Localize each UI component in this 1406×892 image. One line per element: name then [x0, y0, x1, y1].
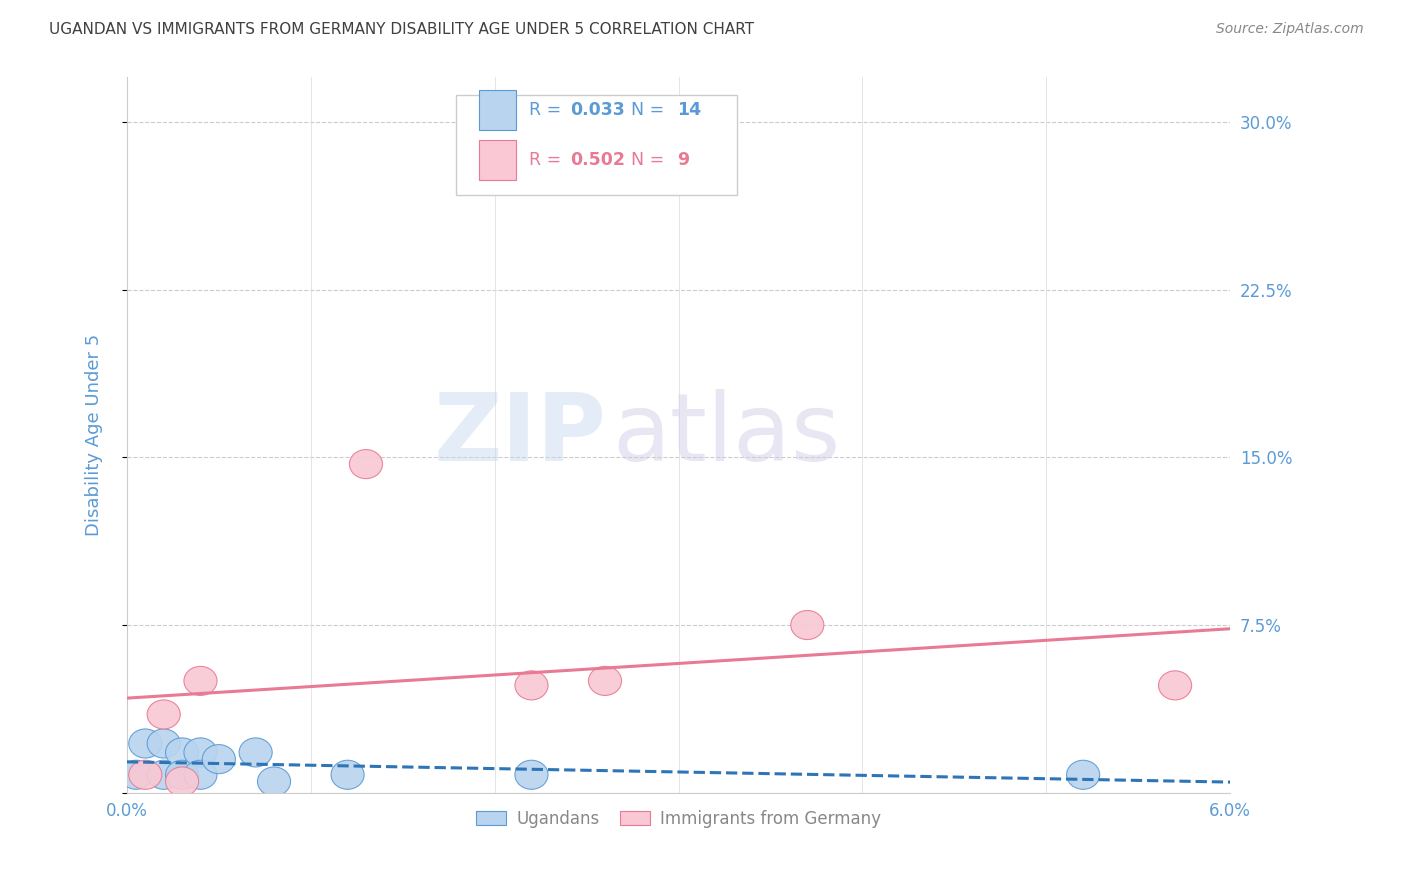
Text: 0.502: 0.502	[571, 151, 626, 169]
Ellipse shape	[184, 760, 217, 789]
Text: ZIP: ZIP	[434, 389, 607, 481]
Ellipse shape	[515, 671, 548, 700]
Y-axis label: Disability Age Under 5: Disability Age Under 5	[86, 334, 103, 536]
Text: Source: ZipAtlas.com: Source: ZipAtlas.com	[1216, 22, 1364, 37]
Ellipse shape	[166, 738, 198, 767]
Text: 14: 14	[678, 101, 702, 119]
Ellipse shape	[184, 738, 217, 767]
Ellipse shape	[129, 729, 162, 758]
Text: atlas: atlas	[613, 389, 841, 481]
Ellipse shape	[129, 760, 162, 789]
Ellipse shape	[202, 745, 235, 773]
Text: 9: 9	[678, 151, 689, 169]
Ellipse shape	[515, 760, 548, 789]
Ellipse shape	[184, 666, 217, 696]
FancyBboxPatch shape	[479, 140, 516, 180]
Ellipse shape	[1159, 671, 1192, 700]
Text: 0.033: 0.033	[571, 101, 626, 119]
Ellipse shape	[166, 767, 198, 796]
Text: N =: N =	[620, 151, 669, 169]
Ellipse shape	[350, 450, 382, 479]
FancyBboxPatch shape	[456, 95, 737, 195]
Ellipse shape	[1067, 760, 1099, 789]
Ellipse shape	[148, 760, 180, 789]
Text: R =: R =	[529, 101, 567, 119]
Ellipse shape	[166, 760, 198, 789]
Ellipse shape	[257, 767, 291, 796]
Text: UGANDAN VS IMMIGRANTS FROM GERMANY DISABILITY AGE UNDER 5 CORRELATION CHART: UGANDAN VS IMMIGRANTS FROM GERMANY DISAB…	[49, 22, 755, 37]
FancyBboxPatch shape	[479, 89, 516, 130]
Text: N =: N =	[620, 101, 669, 119]
Ellipse shape	[330, 760, 364, 789]
Legend: Ugandans, Immigrants from Germany: Ugandans, Immigrants from Germany	[470, 803, 887, 834]
Ellipse shape	[148, 700, 180, 729]
Ellipse shape	[790, 610, 824, 640]
Ellipse shape	[120, 760, 153, 789]
Ellipse shape	[239, 738, 273, 767]
Text: R =: R =	[529, 151, 567, 169]
Ellipse shape	[148, 729, 180, 758]
Ellipse shape	[589, 666, 621, 696]
